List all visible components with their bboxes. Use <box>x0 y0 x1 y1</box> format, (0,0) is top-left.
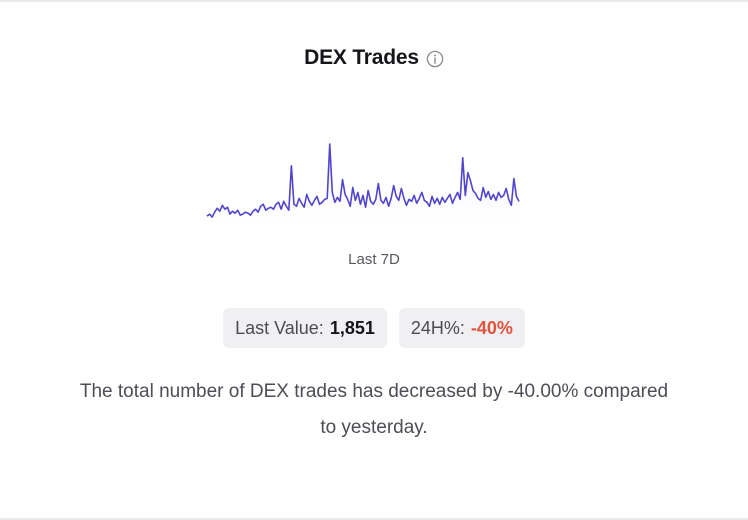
last-value-pill: Last Value: 1,851 <box>223 308 387 348</box>
card-header: DEX Trades <box>0 46 748 70</box>
card-title: DEX Trades <box>304 46 419 69</box>
trend-description: The total number of DEX trades has decre… <box>79 381 669 438</box>
change-24h-pill: 24H%: -40% <box>398 308 525 348</box>
trades-sparkline-chart <box>206 143 520 234</box>
period-label: Last 7D <box>348 251 400 268</box>
stats-row: Last Value: 1,851 24H%: -40% <box>0 308 748 348</box>
sparkline-area <box>207 144 519 234</box>
change-24h-label: 24H%: <box>410 317 465 338</box>
change-24h-value: -40% <box>470 317 513 338</box>
sparkline-series-line <box>206 143 520 218</box>
last-value-label: Last Value: <box>235 317 324 338</box>
last-value: 1,851 <box>329 317 375 338</box>
info-circle-icon[interactable] <box>426 50 444 68</box>
